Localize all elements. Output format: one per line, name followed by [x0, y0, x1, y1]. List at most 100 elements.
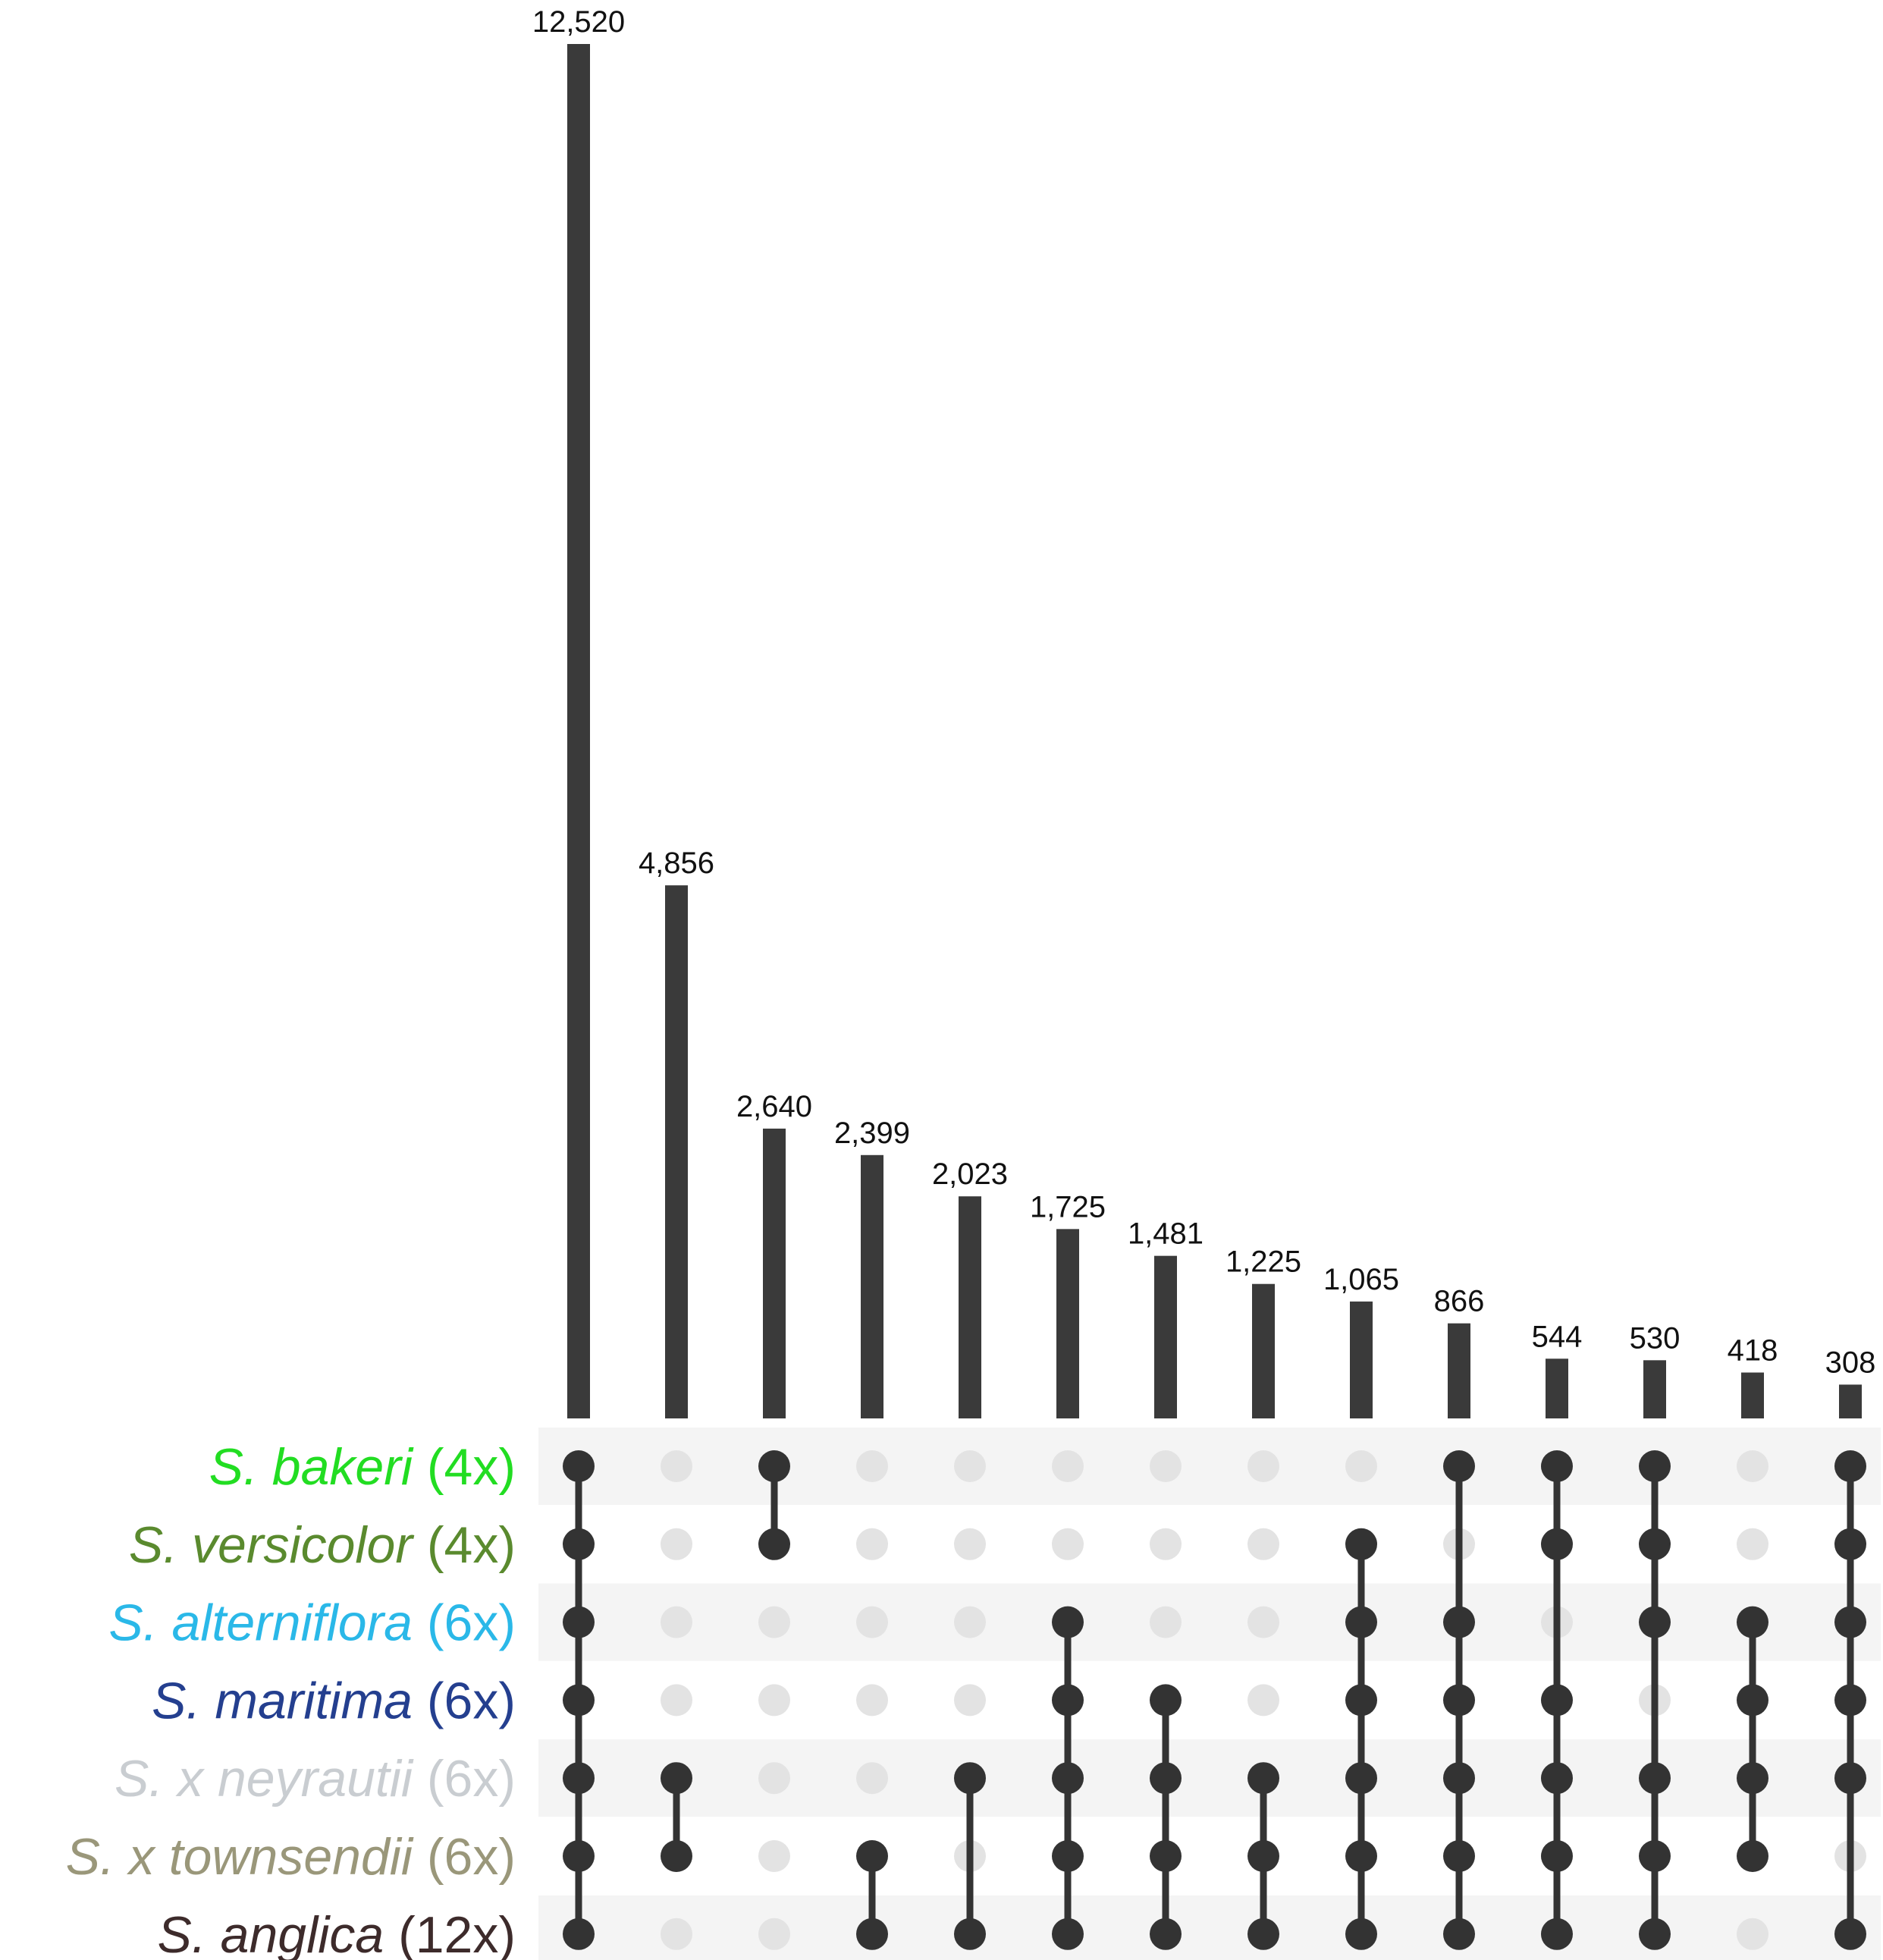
dot-active-6-3	[1150, 1684, 1182, 1717]
bar-2	[763, 1128, 786, 1418]
dot-active-9-2	[1443, 1606, 1475, 1638]
dot-inactive-12-0	[1737, 1450, 1768, 1482]
dot-inactive-6-1	[1150, 1528, 1182, 1560]
bar-6	[1154, 1255, 1177, 1418]
dot-active-0-2	[563, 1606, 595, 1638]
dot-active-7-5	[1247, 1840, 1279, 1872]
dot-active-5-6	[1052, 1918, 1084, 1950]
dot-active-5-2	[1052, 1606, 1084, 1638]
set-labels: S. bakeri (4x)S. versicolor (4x)S. alter…	[66, 1438, 516, 1960]
dot-active-1-4	[661, 1762, 692, 1795]
dot-active-10-4	[1541, 1762, 1573, 1795]
bar-9	[1448, 1323, 1470, 1418]
dot-active-11-4	[1639, 1762, 1671, 1795]
dot-active-13-6	[1834, 1918, 1866, 1950]
dot-active-8-3	[1345, 1684, 1377, 1717]
dot-active-8-5	[1345, 1840, 1377, 1872]
dot-inactive-1-1	[661, 1528, 692, 1560]
dot-active-13-2	[1834, 1606, 1866, 1638]
dot-active-11-2	[1639, 1606, 1671, 1638]
set-species-4: S. x neyrautii	[115, 1750, 427, 1808]
set-label-5: S. x townsendii (6x)	[66, 1828, 516, 1886]
dot-active-6-5	[1150, 1840, 1182, 1872]
dot-active-10-5	[1541, 1840, 1573, 1872]
bar-label-2: 2,640	[736, 1090, 812, 1123]
set-species-6: S. anglica	[158, 1906, 399, 1960]
dot-active-10-0	[1541, 1450, 1573, 1482]
dot-active-12-5	[1737, 1840, 1768, 1872]
dot-inactive-3-2	[856, 1606, 888, 1638]
set-ploidy-1: (4x)	[427, 1516, 516, 1574]
dot-active-9-0	[1443, 1450, 1475, 1482]
dot-inactive-1-0	[661, 1450, 692, 1482]
set-label-0: S. bakeri (4x)	[209, 1438, 516, 1496]
dot-inactive-7-3	[1247, 1684, 1279, 1717]
bar-label-12: 418	[1728, 1334, 1778, 1368]
dot-inactive-12-6	[1737, 1918, 1768, 1950]
set-ploidy-4: (6x)	[427, 1750, 516, 1808]
dot-active-9-3	[1443, 1684, 1475, 1717]
set-ploidy-6: (12x)	[398, 1906, 516, 1960]
dot-inactive-3-1	[856, 1528, 888, 1560]
bar-label-11: 530	[1630, 1321, 1681, 1355]
set-ploidy-3: (6x)	[427, 1672, 516, 1729]
dot-inactive-4-2	[954, 1606, 986, 1638]
dot-inactive-1-6	[661, 1918, 692, 1950]
dot-active-5-5	[1052, 1840, 1084, 1872]
dot-inactive-2-3	[758, 1684, 790, 1717]
row-band-6	[538, 1895, 1881, 1960]
dot-active-0-3	[563, 1684, 595, 1717]
intersection-bars	[567, 44, 1862, 1418]
bar-label-5: 1,725	[1030, 1190, 1106, 1223]
set-species-0: S. bakeri	[209, 1438, 427, 1496]
set-ploidy-0: (4x)	[427, 1438, 516, 1496]
bar-label-9: 866	[1434, 1285, 1485, 1318]
dot-inactive-7-2	[1247, 1606, 1279, 1638]
dot-inactive-4-3	[954, 1684, 986, 1717]
dot-active-11-6	[1639, 1918, 1671, 1950]
dot-active-3-6	[856, 1918, 888, 1950]
bar-12	[1741, 1372, 1764, 1418]
dot-inactive-8-0	[1345, 1450, 1377, 1482]
dot-active-13-0	[1834, 1450, 1866, 1482]
dot-inactive-3-3	[856, 1684, 888, 1717]
bar-10	[1546, 1358, 1568, 1418]
dot-active-12-2	[1737, 1606, 1768, 1638]
dot-active-9-5	[1443, 1840, 1475, 1872]
set-label-1: S. versicolor (4x)	[129, 1516, 516, 1574]
bar-label-10: 544	[1532, 1320, 1583, 1353]
dot-inactive-2-2	[758, 1606, 790, 1638]
bar-3	[861, 1154, 883, 1418]
dot-inactive-2-4	[758, 1762, 790, 1795]
row-band-2	[538, 1583, 1881, 1661]
dot-active-0-4	[563, 1762, 595, 1795]
row-band-0	[538, 1428, 1881, 1505]
dot-active-8-4	[1345, 1762, 1377, 1795]
bar-4	[959, 1196, 981, 1418]
dot-inactive-2-5	[758, 1840, 790, 1872]
dot-active-0-0	[563, 1450, 595, 1482]
dot-active-7-4	[1247, 1762, 1279, 1795]
bar-label-13: 308	[1825, 1346, 1876, 1379]
row-bands	[538, 1428, 1881, 1960]
dot-active-4-6	[954, 1918, 986, 1950]
bar-label-6: 1,481	[1128, 1217, 1204, 1251]
dot-inactive-3-4	[856, 1762, 888, 1795]
dot-active-10-6	[1541, 1918, 1573, 1950]
dot-active-2-0	[758, 1450, 790, 1482]
dot-active-11-0	[1639, 1450, 1671, 1482]
dot-inactive-5-1	[1052, 1528, 1084, 1560]
bar-label-0: 12,520	[532, 5, 625, 39]
bar-label-1: 4,856	[639, 847, 714, 880]
dot-inactive-1-3	[661, 1684, 692, 1717]
set-species-3: S. maritima	[152, 1672, 427, 1729]
bar-0	[567, 44, 590, 1418]
dot-active-8-2	[1345, 1606, 1377, 1638]
dot-active-5-4	[1052, 1762, 1084, 1795]
bar-label-8: 1,065	[1323, 1263, 1399, 1296]
dot-active-3-5	[856, 1840, 888, 1872]
set-species-1: S. versicolor	[129, 1516, 427, 1574]
dot-active-10-1	[1541, 1528, 1573, 1560]
dot-active-13-4	[1834, 1762, 1866, 1795]
